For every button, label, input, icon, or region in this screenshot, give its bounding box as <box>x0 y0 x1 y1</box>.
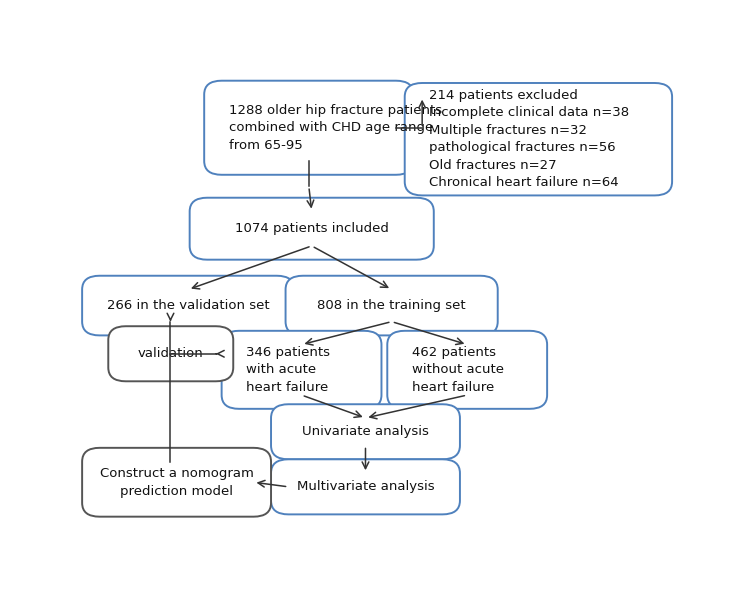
FancyBboxPatch shape <box>286 276 498 336</box>
FancyBboxPatch shape <box>108 326 233 381</box>
Text: Multivariate analysis: Multivariate analysis <box>297 480 434 493</box>
FancyBboxPatch shape <box>405 83 672 195</box>
Text: 1074 patients included: 1074 patients included <box>235 222 388 235</box>
FancyBboxPatch shape <box>82 276 294 336</box>
Text: 266 in the validation set: 266 in the validation set <box>107 299 269 312</box>
FancyBboxPatch shape <box>271 460 460 514</box>
Text: 214 patients excluded
Incomplete clinical data n=38
Multiple fractures n=32
path: 214 patients excluded Incomplete clinica… <box>429 89 629 190</box>
Text: 462 patients
without acute
heart failure: 462 patients without acute heart failure <box>412 346 504 394</box>
Text: 346 patients
with acute
heart failure: 346 patients with acute heart failure <box>246 346 330 394</box>
FancyBboxPatch shape <box>190 198 434 260</box>
FancyBboxPatch shape <box>271 404 460 460</box>
Text: validation: validation <box>138 347 204 360</box>
Text: 808 in the training set: 808 in the training set <box>317 299 466 312</box>
FancyBboxPatch shape <box>387 331 547 409</box>
Text: 1288 older hip fracture patients
combined with CHD age range
from 65-95: 1288 older hip fracture patients combine… <box>229 104 442 152</box>
Text: Univariate analysis: Univariate analysis <box>302 426 429 438</box>
FancyBboxPatch shape <box>222 331 382 409</box>
FancyBboxPatch shape <box>204 80 413 175</box>
FancyBboxPatch shape <box>82 448 271 517</box>
Text: Construct a nomogram
prediction model: Construct a nomogram prediction model <box>100 467 254 498</box>
